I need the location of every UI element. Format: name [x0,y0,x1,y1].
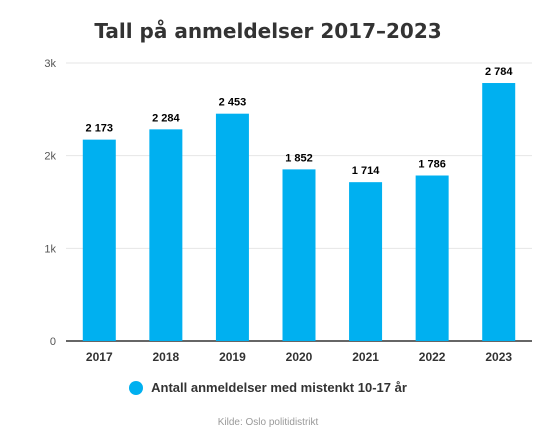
data-labels: 2 173 2 284 2 453 1 852 1 714 1 786 2 784 [86,66,514,177]
x-tick-label: 2023 [485,350,512,364]
data-label-2021: 1 714 [352,165,380,177]
data-label-2017: 2 173 [86,123,114,135]
bar-2023 [482,83,516,342]
data-label-2022: 1 786 [418,158,446,170]
data-label-2019: 2 453 [219,97,247,109]
y-tick-label: 1k [44,243,56,255]
bar-2017 [82,139,116,341]
x-tick-label: 2021 [352,350,379,364]
data-label-2020: 1 852 [285,152,313,164]
x-tick-label: 2018 [153,350,180,364]
legend-label: Antall anmeldelser med mistenkt 10-17 år [151,380,407,395]
bar-2019 [215,113,249,342]
x-tick-label: 2017 [86,350,113,364]
legend[interactable]: Antall anmeldelser med mistenkt 10-17 år [0,380,536,395]
bar-2020 [282,169,316,341]
y-tick-label: 3k [44,58,56,70]
bar-2021 [349,182,383,341]
chart-title: Tall på anmeldelser 2017–2023 [94,19,442,43]
bars [82,83,516,342]
y-tick-label: 2k [44,151,56,163]
x-tick-label: 2019 [219,350,246,364]
x-tick-label: 2022 [419,350,446,364]
bar-2018 [149,129,183,341]
data-label-2018: 2 284 [152,112,180,124]
y-axis-ticks: 0 1k 2k 3k [44,58,56,348]
x-tick-label: 2020 [286,350,313,364]
data-label-2023: 2 784 [485,66,513,78]
legend-swatch [129,380,144,395]
x-axis-ticks: 2017 2018 2019 2020 2021 2022 2023 [86,350,512,364]
y-tick-label: 0 [50,336,56,348]
bar-2022 [415,175,449,341]
source-credit: Kilde: Oslo politidistrikt [217,417,319,428]
